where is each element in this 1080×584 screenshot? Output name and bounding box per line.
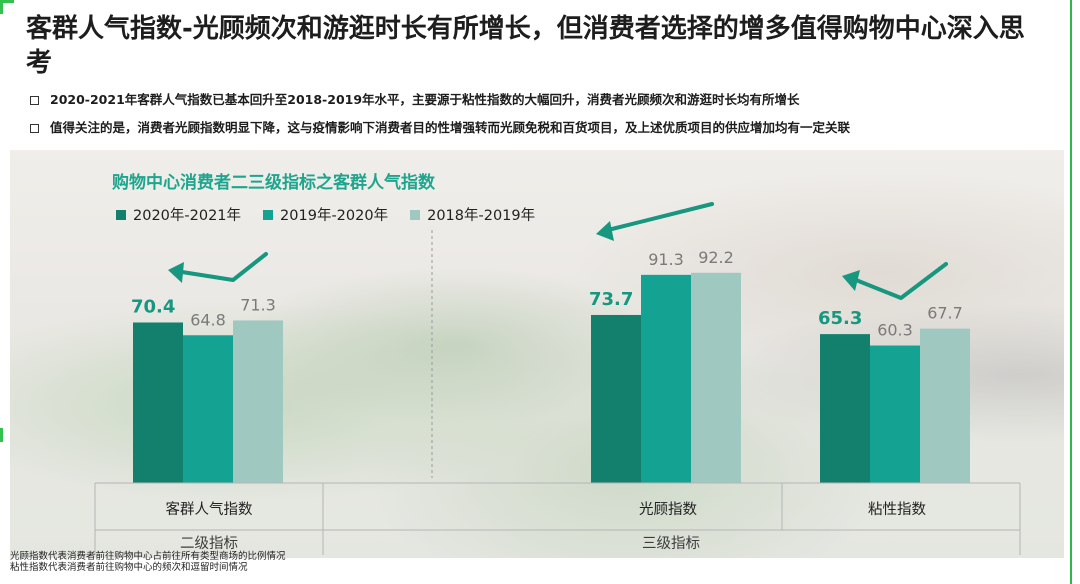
data-label: 92.2 xyxy=(698,248,734,267)
legend-item: 2020年-2021年 xyxy=(116,204,241,225)
bar xyxy=(870,345,920,483)
corner-accent xyxy=(0,0,14,14)
data-label: 70.4 xyxy=(131,296,175,317)
data-label: 60.3 xyxy=(877,321,913,340)
bar xyxy=(591,314,641,483)
data-label: 65.3 xyxy=(818,308,862,329)
data-label: 67.7 xyxy=(927,304,963,323)
legend-label: 2018年-2019年 xyxy=(427,208,536,224)
chart-title: 购物中心消费者二三级指标之客群人气指数 xyxy=(112,173,435,193)
trend-arrow-icon xyxy=(180,252,268,282)
group-label: 二级指标 xyxy=(180,535,238,552)
footnotes: 光顾指数代表消费者前往购物中心占前往所有类型商场的比例情况 粘性指数代表消费者前… xyxy=(10,551,430,573)
data-label: 64.8 xyxy=(190,310,226,329)
bullet-list: 2020-2021年客群人气指数已基本回升至2018-2019年水平，主要源于粘… xyxy=(28,92,1068,148)
left-accent xyxy=(0,428,10,442)
trend-arrow-icon-head xyxy=(842,270,860,291)
trend-arrow-icon xyxy=(854,262,948,300)
footnote: 光顾指数代表消费者前往购物中心占前往所有类型商场的比例情况 xyxy=(10,551,286,562)
bar xyxy=(233,320,283,483)
trend-arrow-icon-head xyxy=(168,262,184,283)
bar xyxy=(641,274,691,483)
footnote: 粘性指数代表消费者前往购物中心的频次和逗留时间情况 xyxy=(10,562,248,573)
data-label: 91.3 xyxy=(648,250,684,269)
data-label: 73.7 xyxy=(589,289,633,310)
legend-label: 2020年-2021年 xyxy=(133,208,242,224)
legend-label: 2019年-2020年 xyxy=(280,208,389,224)
bar xyxy=(133,322,183,483)
bar xyxy=(183,335,233,483)
category-label: 粘性指数 xyxy=(868,501,926,518)
right-accent-rule xyxy=(1064,0,1080,584)
category-label: 客群人气指数 xyxy=(166,501,253,518)
trend-arrow-icon-head xyxy=(596,221,614,241)
page-title: 客群人气指数-光顾频次和游逛时长有所增长，但消费者选择的增多值得购物中心深入思考 xyxy=(26,14,1025,78)
legend-item: 2018年-2019年 xyxy=(410,204,535,225)
bullet-item: 2020-2021年客群人气指数已基本回升至2018-2019年水平，主要源于粘… xyxy=(28,92,1068,108)
legend-swatch xyxy=(410,209,421,220)
data-label: 71.3 xyxy=(240,295,276,314)
trend-arrow-icon xyxy=(606,202,714,232)
group-label: 三级指标 xyxy=(642,535,700,552)
legend-swatch xyxy=(263,209,274,220)
bullet-item: 值得关注的是，消费者光顾指数明显下降，这与疫情影响下消费者目的性增强转而光顾免税… xyxy=(28,120,1068,136)
legend-swatch xyxy=(116,209,126,220)
legend-item: 2019年-2020年 xyxy=(263,204,388,225)
chart-legend: 2020年-2021年 2019年-2020年 2018年-2019年 xyxy=(116,204,535,225)
category-label: 光顾指数 xyxy=(639,501,697,518)
bar xyxy=(920,328,970,483)
bar xyxy=(691,272,741,483)
bar xyxy=(820,334,870,483)
